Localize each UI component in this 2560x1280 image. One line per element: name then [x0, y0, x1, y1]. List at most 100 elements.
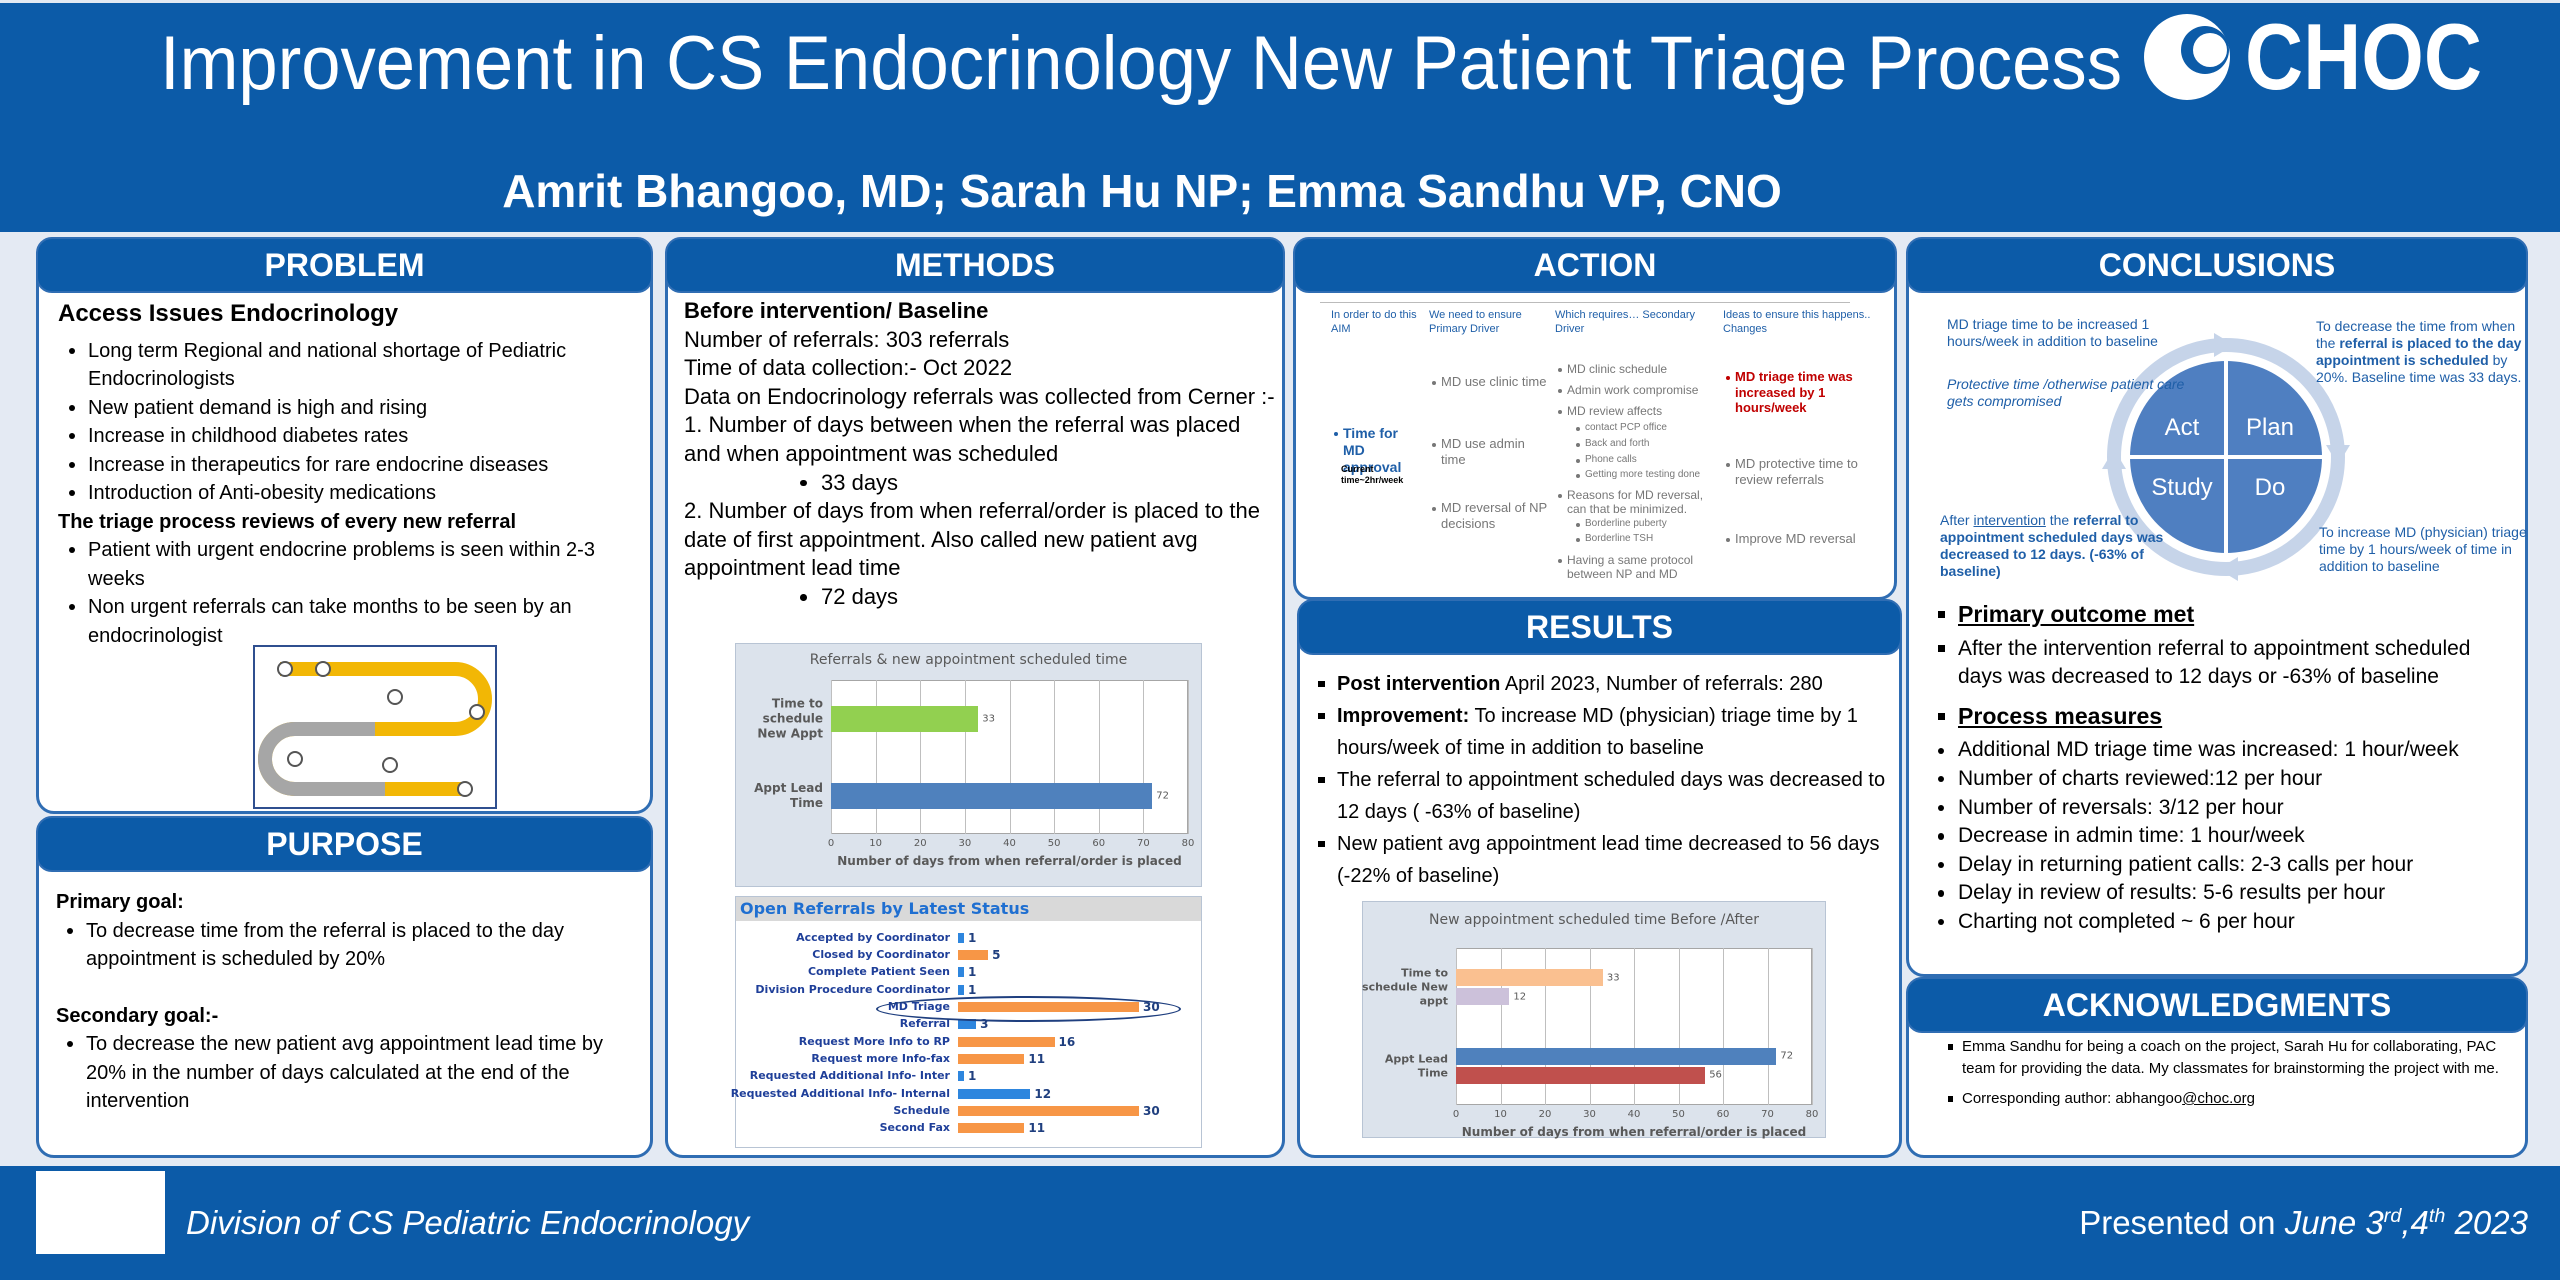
driver-item: Improve MD reversal: [1723, 531, 1873, 547]
panel: [1906, 237, 2528, 977]
roadmap-pin: [277, 661, 293, 677]
value-label: 72: [1780, 1050, 1794, 1062]
text-run: th: [2428, 1205, 2446, 1227]
grid-line: [920, 680, 922, 834]
item-text: Back and forth: [1585, 438, 1650, 449]
y-tick-label: Requested Additional Info- Internal: [730, 1086, 950, 1100]
y-tick-label: Request More Info to RP: [798, 1034, 950, 1048]
panel-body: Emma Sandhu for being a coach on the pro…: [1934, 1036, 2509, 1110]
bar: [958, 1054, 1025, 1064]
item-text: New patient avg appointment lead time de…: [1337, 833, 1880, 887]
item-text: Having a same protocol between NP and MD: [1567, 553, 1694, 582]
y-tick-label: Time to schedule New Appt: [757, 696, 823, 740]
item-bullet: Number of reversals: 3/12 per hour: [1926, 794, 2518, 823]
item-square: The referral to appointment scheduled da…: [1312, 764, 1892, 828]
item-subbullet: 33 days: [684, 469, 1279, 498]
item-text: Introduction of Anti-obesity medications: [88, 482, 436, 504]
roadmap-pin: [457, 781, 473, 797]
item-text: Patient with urgent endocrine problems i…: [88, 539, 595, 590]
bullet-marker: [1558, 494, 1562, 498]
grid-line: [1054, 680, 1056, 834]
grid-line: [1143, 680, 1145, 834]
item-text: 33 days: [821, 469, 899, 495]
bullet-marker: [69, 547, 75, 554]
text-run: @choc.org: [2182, 1090, 2255, 1107]
bullet-marker: [1318, 680, 1325, 688]
cycle-arrow: [2102, 449, 2126, 469]
value-label: 5: [992, 948, 1001, 962]
bullet-marker: [1576, 427, 1580, 431]
bullet-marker: [69, 433, 75, 440]
bar: [958, 1036, 1055, 1047]
bullet-marker: [1576, 474, 1580, 478]
item-bullet: Introduction of Anti-obesity medications: [58, 479, 640, 508]
item-text: 2. Number of days from when referral/ord…: [684, 498, 1260, 581]
text-run: ,4: [2401, 1204, 2429, 1241]
bar: [958, 950, 989, 960]
roadmap-pin: [469, 704, 485, 720]
bullet-marker: [1938, 861, 1945, 869]
text-run: To increase MD (physician) triage time b…: [1337, 705, 1858, 759]
bar: [958, 1106, 1139, 1116]
cycle-label: Do: [2255, 474, 2286, 501]
driver-item: MD clinic schedule: [1555, 362, 1715, 376]
column-header: In order to do this AIM: [1331, 309, 1417, 335]
x-tick-label: 70: [1761, 1109, 1774, 1120]
item-text: Time for MD approval: [1343, 425, 1402, 475]
driver-item: MD use clinic time: [1429, 374, 1547, 390]
driver-item: Back and forth: [1555, 438, 1715, 450]
grid-line: [1723, 948, 1724, 1105]
text-run: Protective time /otherwise patient care …: [1947, 376, 2185, 409]
item-text: Admin work compromise: [1567, 383, 1699, 397]
grid-line: [1767, 948, 1769, 1105]
item-subheading: Access Issues Endocrinology: [58, 300, 640, 329]
y-tick-label: Closed by Coordinator: [812, 948, 950, 962]
chart: New appointment scheduled time Before /A…: [1362, 901, 1826, 1139]
item-text: Improvement: To increase MD (physician) …: [1337, 705, 1858, 759]
y-tick-label: Accepted by Coordinator: [796, 930, 950, 944]
bar: [958, 1071, 965, 1082]
y-tick-label: Appt Lead Time: [1384, 1052, 1448, 1079]
text-run: referral is placed to the day appointmen…: [2316, 335, 2522, 368]
item-bullet: Number of charts reviewed:12 per hour: [1926, 765, 2518, 794]
text-run: referral to appointment scheduled days w…: [1940, 512, 2164, 579]
bullet-marker: [1938, 833, 1945, 840]
driver-item: Time for MD approval: [1331, 425, 1423, 475]
panel-heading: CONCLUSIONS: [1906, 237, 2528, 293]
item-text: Current time~2hr/week: [1341, 464, 1404, 485]
highlight-ring: [876, 996, 1181, 1022]
value-label: 1: [968, 1069, 977, 1084]
roadmap: [258, 661, 492, 797]
driver-item: Admin work compromise: [1555, 383, 1715, 397]
item-text: The triage process reviews of every new …: [58, 510, 516, 533]
text-run: Corresponding author: abhangoo: [1962, 1090, 2183, 1107]
bar: [1456, 988, 1510, 1006]
text-run: Improvement:: [1337, 705, 1470, 727]
text-run: April 2023, Number of referrals: 280: [1500, 673, 1823, 695]
panel-heading: METHODS: [665, 237, 1285, 293]
bullet-marker: [1558, 389, 1562, 393]
panel-body: Before intervention/ Baseline Number of r…: [684, 297, 1279, 612]
x-tick-label: 60: [1092, 838, 1106, 849]
grid-line: [831, 680, 832, 834]
panel: [1293, 237, 1897, 600]
driver-item: Having a same protocol between NP and MD: [1555, 553, 1715, 582]
bullet-marker: [1334, 432, 1338, 436]
item-text: Access Issues Endocrinology: [58, 300, 399, 327]
grid-line: [1812, 948, 1813, 1105]
item-text: Number of reversals: 3/12 per hour: [1958, 795, 2284, 819]
driver-item: Phone calls: [1555, 454, 1715, 466]
item-text: Secondary goal:-: [56, 1004, 219, 1027]
value-label: 56: [1709, 1069, 1722, 1081]
text-run: by 20%. Baseline time was 33 days.: [2316, 352, 2522, 385]
item-text: Process measures: [1958, 702, 2163, 729]
text-run: 2023: [2445, 1204, 2528, 1241]
bullet-marker: [1726, 462, 1730, 467]
cycle-label: Plan: [2246, 414, 2294, 441]
item-text: Number of referrals: 303 referrals: [684, 326, 1010, 352]
grid-line: [1098, 680, 1100, 834]
x-tick-label: 50: [1047, 838, 1061, 849]
bullet-marker: [1938, 645, 1946, 653]
driver-item: MD review affects: [1555, 404, 1715, 418]
y-tick-label: Division Procedure Coordinator: [755, 982, 950, 996]
